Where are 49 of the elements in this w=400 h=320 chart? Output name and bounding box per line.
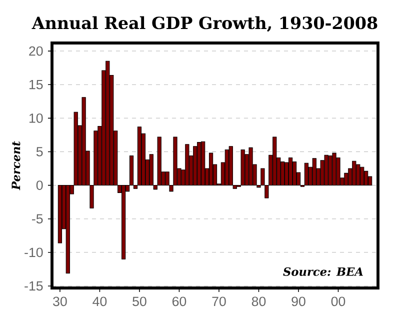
- y-axis-title: Percent: [12, 141, 20, 190]
- x-tick-label: 00: [331, 296, 346, 306]
- bar: [137, 126, 142, 186]
- bar: [292, 162, 297, 186]
- bar: [352, 160, 356, 186]
- bar: [122, 185, 126, 260]
- bar: [332, 152, 336, 186]
- x-tick-label: 50: [132, 296, 146, 306]
- bar: [288, 157, 293, 186]
- bar: [193, 146, 198, 186]
- bar: [356, 164, 360, 186]
- bar: [240, 149, 245, 186]
- chart-title: Annual Real GDP Growth, 1930-2008: [32, 16, 378, 32]
- annotation: Source: BEA: [283, 267, 363, 276]
- bar: [364, 170, 368, 186]
- x-tick-label: 90: [292, 296, 306, 306]
- bar: [201, 141, 206, 186]
- bar: [66, 185, 70, 274]
- bar: [248, 147, 253, 186]
- x-tick-label: 40: [92, 296, 107, 306]
- y-tick-label: 0: [36, 180, 43, 190]
- bar: [328, 155, 332, 186]
- bar: [272, 136, 277, 186]
- y-tick-label: -10: [24, 248, 43, 258]
- y-tick-label: 20: [29, 46, 43, 56]
- bar: [106, 60, 110, 186]
- bar: [312, 158, 316, 186]
- x-tick-label: 70: [212, 296, 226, 306]
- y-tick-label: -5: [32, 214, 43, 224]
- x-tick-label: 30: [53, 296, 67, 306]
- bar: [149, 154, 154, 186]
- bar: [228, 146, 233, 186]
- bar: [208, 152, 214, 186]
- bar: [185, 144, 190, 186]
- bar: [82, 97, 86, 186]
- x-tick-label: 60: [172, 296, 186, 306]
- bar: [360, 166, 364, 186]
- y-tick-label: 15: [29, 80, 43, 90]
- x-tick-label: 80: [252, 296, 266, 306]
- bar: [324, 154, 328, 186]
- y-tick-label: -15: [24, 281, 43, 291]
- y-tick-label: 10: [29, 113, 43, 123]
- y-tick-label: 5: [36, 147, 43, 156]
- bar: [157, 136, 162, 186]
- bar: [58, 185, 62, 244]
- bar: [304, 162, 308, 186]
- bar: [197, 142, 202, 186]
- bar: [280, 162, 285, 186]
- bar: [224, 149, 229, 186]
